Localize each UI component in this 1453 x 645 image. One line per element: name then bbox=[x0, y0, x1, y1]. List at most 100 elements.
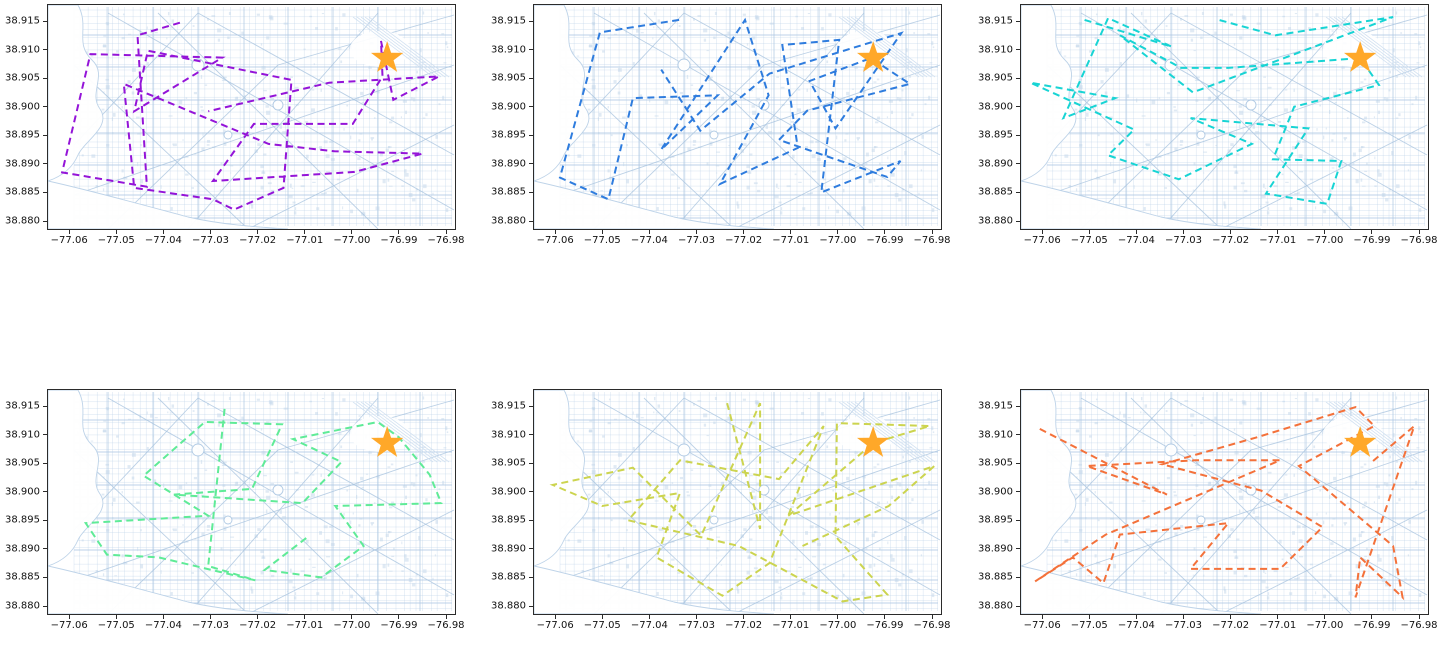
subplot-orange-route-map: 38.915 38.910 38.905 38.900 38.895 38.890 38.8… bbox=[978, 389, 1438, 631]
x-tick-mark bbox=[304, 615, 306, 619]
x-tick-mark bbox=[696, 230, 698, 234]
x-tick-mark bbox=[790, 615, 792, 619]
x-tick-label: −77.05 bbox=[97, 620, 135, 631]
x-tick-label: −77.00 bbox=[333, 235, 371, 246]
x-tick-mark bbox=[1324, 230, 1326, 234]
y-tick-label: 38.915 bbox=[978, 15, 1013, 27]
y-tick-label: 38.915 bbox=[978, 400, 1013, 412]
x-tick-label: −77.06 bbox=[536, 235, 574, 246]
x-tick-label: −76.99 bbox=[380, 235, 418, 246]
x-tick-mark bbox=[1041, 615, 1043, 619]
star-marker-icon bbox=[371, 426, 404, 457]
route-path-light-green bbox=[83, 408, 443, 582]
y-tick-mark bbox=[1016, 605, 1020, 607]
x-tick-mark bbox=[351, 615, 353, 619]
y-tick-label: 38.895 bbox=[491, 514, 526, 526]
x-tick-label: −77.02 bbox=[725, 235, 763, 246]
x-tick-mark bbox=[1088, 615, 1090, 619]
y-tick-label: 38.880 bbox=[5, 600, 40, 612]
y-tick-mark bbox=[1016, 134, 1020, 136]
y-tick-mark bbox=[1016, 519, 1020, 521]
x-tick-mark bbox=[257, 615, 259, 619]
route-path-blue bbox=[558, 17, 913, 201]
x-tick-label: −76.99 bbox=[866, 620, 904, 631]
y-tick-label: 38.880 bbox=[978, 600, 1013, 612]
subplot-purple-route-map: 38.915 38.910 38.905 38.900 38.895 38.890 38.8… bbox=[5, 4, 465, 246]
y-tick-label: 38.915 bbox=[5, 15, 40, 27]
x-tick-mark bbox=[1277, 615, 1279, 619]
x-tick-label: −77.02 bbox=[1212, 235, 1250, 246]
y-tick-label: 38.915 bbox=[5, 400, 40, 412]
x-tick-mark bbox=[115, 230, 117, 234]
y-tick-mark bbox=[43, 220, 47, 222]
x-tick-label: −76.98 bbox=[1400, 235, 1438, 246]
basemap-layer bbox=[48, 390, 455, 614]
y-tick-label: 38.885 bbox=[491, 571, 526, 583]
y-tick-label: 38.885 bbox=[978, 186, 1013, 198]
x-tick-mark bbox=[743, 615, 745, 619]
x-tick-label: −77.04 bbox=[144, 620, 182, 631]
y-tick-label: 38.910 bbox=[5, 44, 40, 56]
y-tick-mark bbox=[43, 106, 47, 108]
x-tick-mark bbox=[1324, 615, 1326, 619]
x-tick-mark bbox=[445, 615, 447, 619]
x-tick-label: −77.00 bbox=[333, 620, 371, 631]
y-tick-mark bbox=[529, 519, 533, 521]
y-tick-mark bbox=[43, 134, 47, 136]
basemap-layer bbox=[534, 5, 941, 229]
y-tick-label: 38.880 bbox=[978, 215, 1013, 227]
y-tick-label: 38.905 bbox=[491, 72, 526, 84]
y-tick-mark bbox=[43, 462, 47, 464]
y-tick-label: 38.905 bbox=[978, 72, 1013, 84]
x-tick-mark bbox=[398, 615, 400, 619]
x-tick-label: −77.01 bbox=[286, 235, 324, 246]
y-tick-mark bbox=[43, 163, 47, 165]
plot-area-blue bbox=[534, 5, 941, 229]
x-tick-label: −77.04 bbox=[1117, 235, 1155, 246]
x-tick-label: −77.03 bbox=[192, 235, 230, 246]
subplot-yellow-route-map: 38.915 38.910 38.905 38.900 38.895 38.890 38.8… bbox=[491, 389, 951, 631]
route-path-coral-orange bbox=[1034, 405, 1417, 601]
x-tick-label: −76.99 bbox=[866, 235, 904, 246]
y-tick-label: 38.900 bbox=[978, 101, 1013, 113]
x-tick-label: −76.99 bbox=[1353, 620, 1391, 631]
x-tick-label: −76.98 bbox=[913, 235, 951, 246]
x-tick-label: −77.03 bbox=[678, 235, 716, 246]
y-tick-mark bbox=[1016, 548, 1020, 550]
x-tick-mark bbox=[1041, 230, 1043, 234]
y-tick-label: 38.910 bbox=[5, 429, 40, 441]
x-tick-label: −77.05 bbox=[97, 235, 135, 246]
x-tick-label: −77.01 bbox=[772, 620, 810, 631]
y-tick-mark bbox=[529, 548, 533, 550]
x-tick-mark bbox=[1183, 615, 1185, 619]
y-tick-mark bbox=[529, 134, 533, 136]
y-tick-label: 38.885 bbox=[5, 186, 40, 198]
y-tick-mark bbox=[43, 20, 47, 22]
basemap-layer bbox=[1021, 5, 1428, 229]
star-marker-icon bbox=[857, 41, 890, 72]
x-tick-mark bbox=[601, 230, 603, 234]
x-tick-label: −76.98 bbox=[913, 620, 951, 631]
y-tick-label: 38.905 bbox=[978, 457, 1013, 469]
x-tick-label: −76.98 bbox=[427, 620, 465, 631]
y-tick-label: 38.895 bbox=[978, 514, 1013, 526]
x-tick-mark bbox=[1371, 230, 1373, 234]
x-tick-label: −77.05 bbox=[583, 235, 621, 246]
x-tick-mark bbox=[648, 230, 650, 234]
y-tick-mark bbox=[529, 605, 533, 607]
x-tick-label: −76.99 bbox=[380, 620, 418, 631]
x-tick-mark bbox=[1230, 230, 1232, 234]
y-tick-mark bbox=[43, 576, 47, 578]
y-tick-label: 38.890 bbox=[978, 543, 1013, 555]
x-tick-mark bbox=[1277, 230, 1279, 234]
x-tick-label: −77.05 bbox=[583, 620, 621, 631]
x-tick-label: −77.02 bbox=[1212, 620, 1250, 631]
y-tick-label: 38.910 bbox=[491, 44, 526, 56]
y-tick-label: 38.900 bbox=[978, 486, 1013, 498]
x-tick-mark bbox=[1230, 615, 1232, 619]
y-tick-mark bbox=[1016, 191, 1020, 193]
y-tick-label: 38.900 bbox=[5, 486, 40, 498]
basemap-layer bbox=[1021, 390, 1428, 614]
x-tick-mark bbox=[68, 615, 70, 619]
x-tick-label: −77.06 bbox=[50, 235, 88, 246]
